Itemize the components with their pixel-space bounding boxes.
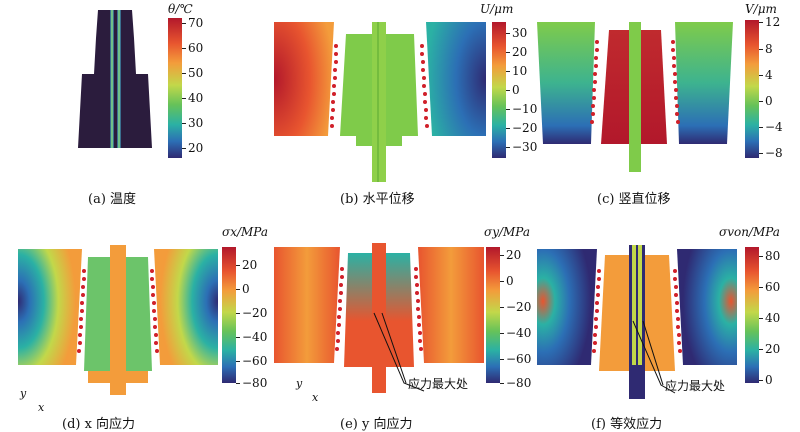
tick-label: 20: [758, 342, 781, 356]
tick-label: 40: [758, 311, 781, 325]
tick-label: 80: [758, 249, 781, 263]
tick-label: 30: [505, 26, 528, 40]
colorbar-temperature: [168, 18, 182, 158]
axis-x-label: x: [312, 391, 319, 404]
panel-x-stress: σx/MPa 20 0 −20 −40 −60 −80 y x (d) x 向应…: [0, 215, 270, 432]
colorbar-title-x-stress: σx/MPa: [222, 225, 268, 239]
tick-label: −40: [499, 326, 532, 340]
colorbar-title-von-mises: σvon/MPa: [719, 225, 780, 239]
tick-label: −20: [505, 121, 538, 135]
tick-label: −30: [505, 140, 538, 154]
tick-label: −40: [235, 330, 268, 344]
tick-label: 40: [181, 91, 204, 105]
panel-horizontal-displacement: U/μm 30 20 10 0 −10 −20 −30 (b) 水平位移: [270, 0, 537, 210]
tick-label: 20: [181, 141, 204, 155]
temperature-field-map: [78, 10, 152, 148]
tick-label: 20: [499, 248, 522, 262]
tick-label: 70: [181, 16, 204, 30]
x-stress-map: [18, 245, 218, 395]
caption-b: (b) 水平位移: [340, 192, 415, 207]
tick-label: 10: [505, 64, 528, 78]
tick-label: −20: [499, 300, 532, 314]
axis-y-label: y: [20, 387, 27, 400]
colorbar-y-stress: [486, 247, 500, 383]
tick-label: −20: [235, 306, 268, 320]
panel-temperature: θ/℃ 70 60 50 40 30 20 (a) 温度: [60, 0, 230, 207]
axis-y-label: y: [296, 377, 303, 390]
caption-f: (f) 等效应力: [591, 417, 663, 432]
axis-x-label: x: [38, 401, 45, 414]
tick-label: 0: [759, 373, 773, 387]
tick-label: 0: [759, 94, 773, 108]
colorbar-vertical: [745, 20, 759, 158]
y-stress-map: [274, 243, 484, 393]
max-stress-label-e: 应力最大处: [408, 377, 469, 391]
tick-label: 12: [758, 15, 781, 29]
tick-label: 0: [506, 83, 520, 97]
panel-vertical-displacement: V/μm 12 8 4 0 −4 −8 (c) 竖直位移: [535, 0, 800, 210]
tick-label: 20: [235, 258, 258, 272]
tick-label: 60: [181, 41, 204, 55]
tick-label: 0: [236, 282, 250, 296]
vertical-displacement-map: [537, 22, 733, 172]
tick-label: −80: [235, 376, 268, 390]
colorbar-von-mises: [745, 247, 759, 383]
tick-label: −4: [759, 120, 783, 134]
colorbar-x-stress: [222, 247, 236, 383]
von-mises-stress-map: [537, 245, 737, 399]
tick-label: −10: [505, 102, 538, 116]
tick-label: −60: [499, 352, 532, 366]
caption-c: (c) 竖直位移: [597, 192, 671, 207]
tick-label: 0: [500, 274, 514, 288]
tick-label: 60: [758, 280, 781, 294]
caption-d: (d) x 向应力: [62, 417, 136, 432]
colorbar-horizontal: [492, 22, 506, 158]
max-stress-label-f: 应力最大处: [665, 379, 726, 393]
horizontal-displacement-map: [274, 22, 486, 182]
colorbar-title-temperature: θ/℃: [168, 2, 193, 16]
tick-label: 4: [759, 68, 773, 82]
tick-label: 30: [181, 116, 204, 130]
tick-label: −80: [499, 376, 532, 390]
colorbar-title-y-stress: σy/MPa: [484, 225, 530, 239]
colorbar-title-vertical: V/μm: [745, 2, 777, 16]
caption-e: (e) y 向应力: [340, 417, 413, 432]
tick-label: 8: [759, 42, 773, 56]
tick-label: 50: [181, 66, 204, 80]
panel-y-stress: σy/MPa 20 0 −20 −40 −60 −80 应力最大处 y x (e…: [270, 215, 535, 432]
tick-label: −60: [235, 354, 268, 368]
caption-a: (a) 温度: [88, 192, 137, 207]
tick-label: −8: [759, 146, 783, 160]
panel-von-mises-stress: σvon/MPa 80 60 40 20 0 应力最大处 (f) 等效应力: [535, 215, 800, 432]
tick-label: 20: [505, 45, 528, 59]
colorbar-title-horizontal: U/μm: [480, 2, 514, 16]
